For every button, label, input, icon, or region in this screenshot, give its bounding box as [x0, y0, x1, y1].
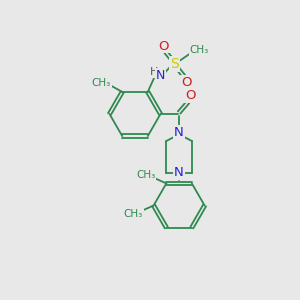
Text: CH₃: CH₃	[190, 45, 209, 55]
Text: S: S	[170, 57, 179, 71]
Text: CH₃: CH₃	[124, 208, 143, 219]
Text: CH₃: CH₃	[136, 170, 156, 180]
Text: N: N	[174, 126, 184, 139]
Text: N: N	[174, 166, 184, 179]
Text: O: O	[158, 40, 169, 52]
Text: O: O	[181, 76, 191, 88]
Text: O: O	[185, 89, 196, 102]
Text: CH₃: CH₃	[92, 78, 111, 88]
Text: H: H	[150, 67, 158, 77]
Text: N: N	[156, 69, 165, 82]
